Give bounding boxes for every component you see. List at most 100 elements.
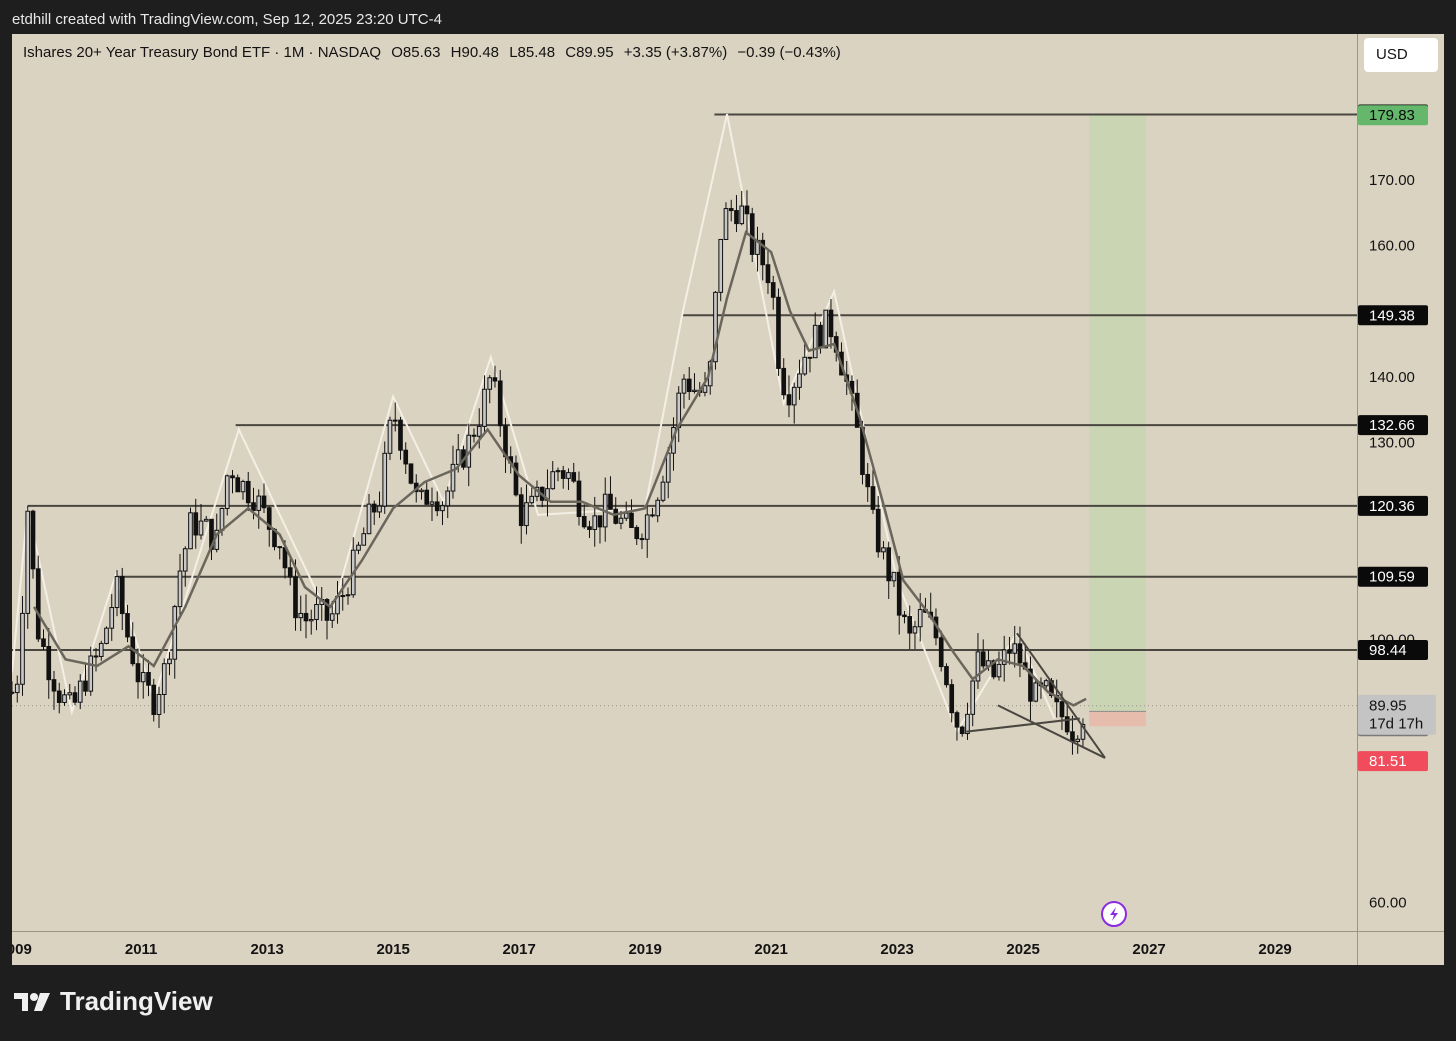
candle-down [571,472,577,482]
candle-up [14,683,20,694]
candle-down [728,208,734,212]
candle-up [802,356,808,375]
candle-up [392,419,398,422]
candle-up [592,515,598,530]
candle-down [938,637,944,668]
candle-up [219,507,225,531]
candle-up [797,373,802,388]
candle-up [77,680,83,703]
price-tag-label: 120.36 [1369,498,1415,515]
time-tick-label: 2021 [754,941,787,958]
candle-down [403,449,409,465]
last-price-tag [1358,694,1436,735]
candle-up [440,505,445,512]
candle-up [366,503,372,535]
change-value: +3.35 (+3.87%) [623,44,728,61]
candle-down [30,510,36,570]
price-tag [1358,495,1428,516]
candle-up [345,594,351,597]
candle-up [114,576,120,609]
candle-up [996,663,1002,678]
bar-countdown-label: 17d 17h [1369,716,1423,733]
candle-down [1007,649,1012,654]
low-value: L85.48 [509,44,556,61]
candle-down [293,576,298,619]
candle-down [277,546,283,549]
candle-down [639,538,645,541]
price-tag [1358,566,1428,587]
candle-up [623,512,629,519]
candle-up [1075,738,1081,743]
candle-down [896,571,902,616]
candle-up [314,604,319,620]
time-tick-label: 2029 [1258,941,1291,958]
price-tick-label: 170.00 [1369,172,1415,189]
candle-down [251,502,256,511]
pattern-trendline [966,717,1080,733]
candle-down [303,612,309,622]
price-tag [1358,105,1428,126]
tradingview-brand[interactable]: TradingView [14,986,213,1017]
price-chart[interactable]: 170.00160.00140.00130.00100.0060.00179.9… [12,34,1444,965]
candle-down [828,309,834,338]
candle-down [119,576,125,615]
time-tick-label: 2025 [1006,941,1039,958]
candle-up [361,533,367,546]
candle-down [608,493,613,510]
candle-up [975,651,981,682]
candle-up [161,663,167,695]
candle-down [135,663,141,683]
candle-down [83,680,88,692]
candle-down [560,470,566,479]
currency-button[interactable]: USD [1364,38,1438,72]
candle-up [182,548,188,572]
candle-up [172,606,178,660]
candle-up [739,205,745,225]
candle-up [256,495,262,511]
price-tick-label: 160.00 [1369,238,1415,255]
candle-down [576,480,582,518]
time-tick-label: 2011 [125,941,158,958]
chart-attribution: etdhill created with TradingView.com, Se… [12,11,442,28]
candle-down [324,599,330,621]
candle-up [912,626,918,634]
candle-down [261,495,267,509]
lightning-bolt-glyph [1110,907,1118,921]
candle-down [230,475,235,479]
candle-down [408,463,414,484]
candle-down [865,473,871,488]
candle-down [1070,731,1075,743]
candle-up [618,517,624,524]
candle-up [419,489,424,493]
candle-down [875,508,881,553]
candle-up [1080,723,1086,740]
candle-up [109,607,115,629]
time-tick-label: 2027 [1132,941,1165,958]
candle-down [760,239,766,266]
candle-up [450,463,456,492]
price-tag-label: 81.51 [1369,753,1407,770]
candle-up [356,544,361,551]
close-value: C89.95 [565,44,614,61]
price-tag [1358,415,1428,436]
candle-up [718,238,724,293]
brand-name: TradingView [60,986,213,1016]
time-tick-label: 2015 [376,941,409,958]
candle-up [203,518,209,522]
candle-up [566,472,571,479]
candle-down [266,507,272,530]
price-tag-label: 98.44 [1369,642,1407,659]
candle-down [424,489,430,505]
pattern-trendline [997,704,1106,759]
candle-up [791,386,797,406]
symbol-title: Ishares 20+ Year Treasury Bond ETF · 1M … [23,44,382,61]
candle-up [812,324,818,359]
open-value: O85.63 [391,44,441,61]
candle-up [681,378,687,394]
candle-up [660,481,666,501]
price-scale-divider [1357,34,1358,965]
chart-panel[interactable]: 170.00160.00140.00130.00100.0060.00179.9… [12,34,1444,965]
candle-down [371,503,377,513]
candle-down [749,213,755,255]
candle-up [965,713,970,735]
